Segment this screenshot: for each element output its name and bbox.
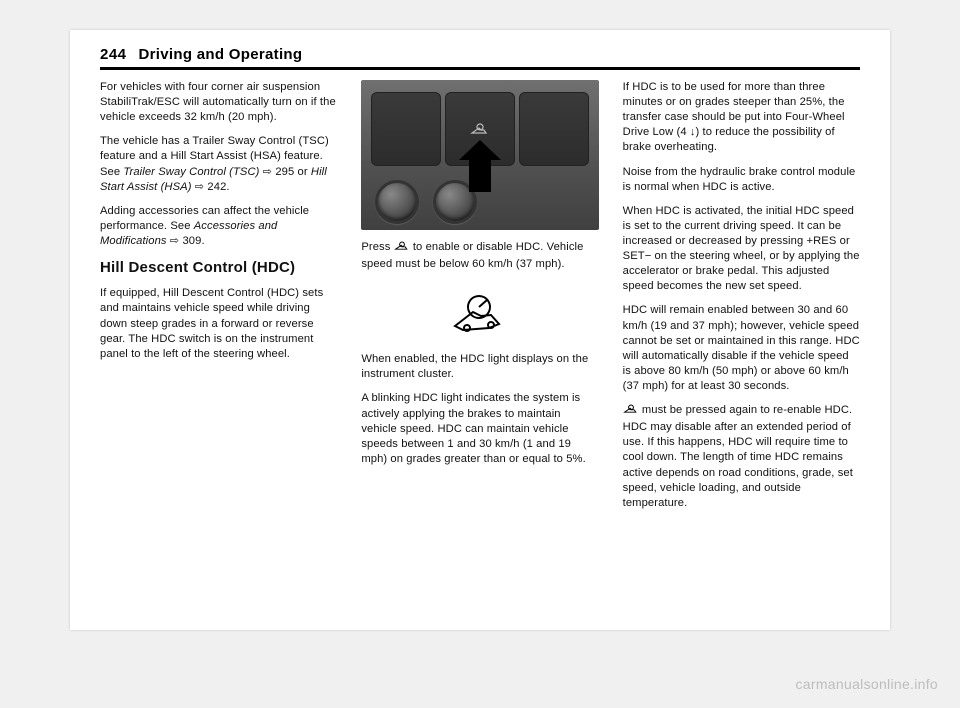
hdc-indicator-illustration: [361, 290, 598, 332]
page-header: 244 Driving and Operating: [100, 46, 860, 70]
pointer-arrow-icon: [469, 158, 491, 192]
page-number: 244: [100, 46, 127, 63]
body-text: For vehicles with four corner air suspen…: [100, 80, 337, 125]
body-text: must be pressed again to re-enable HDC. …: [623, 403, 860, 511]
text-run: .: [226, 181, 229, 193]
cross-reference: Trailer Sway Control (TSC): [123, 166, 259, 178]
column-3: If HDC is to be used for more than three…: [623, 80, 860, 620]
manual-page: 244 Driving and Operating For vehicles w…: [70, 30, 890, 630]
body-text: HDC will remain enabled between 30 and 6…: [623, 303, 860, 394]
page-reference: ⇨ 242: [192, 181, 227, 193]
text-run: .: [201, 235, 204, 247]
watermark-text: carmanualsonline.info: [796, 676, 939, 692]
text-run: Press: [361, 241, 393, 253]
section-title: Driving and Operating: [139, 46, 303, 63]
hdc-inline-icon: [394, 240, 410, 257]
control-panel-photo: [361, 80, 598, 230]
column-2: Press to enable or disable HDC. Vehicle …: [361, 80, 598, 620]
page-reference: ⇨ 295: [259, 166, 294, 178]
panel-button: [519, 92, 589, 166]
hdc-indicator-icon: [449, 290, 511, 332]
hdc-inline-icon: [623, 403, 639, 420]
body-text: If HDC is to be used for more than three…: [623, 80, 860, 156]
body-text: If equipped, Hill Descent Control (HDC) …: [100, 286, 337, 362]
body-text: Press to enable or disable HDC. Vehicle …: [361, 240, 598, 272]
heading-hdc: Hill Descent Control (HDC): [100, 258, 337, 278]
content-columns: For vehicles with four corner air suspen…: [100, 80, 860, 620]
panel-button: [371, 92, 441, 166]
body-text: A blinking HDC light indicates the syste…: [361, 391, 598, 467]
body-text: Adding accessories can affect the vehicl…: [100, 204, 337, 249]
text-run: or: [294, 166, 311, 178]
body-text: Noise from the hydraulic brake control m…: [623, 165, 860, 195]
column-1: For vehicles with four corner air suspen…: [100, 80, 337, 620]
body-text: The vehicle has a Trailer Sway Control (…: [100, 134, 337, 194]
body-text: When enabled, the HDC light displays on …: [361, 352, 598, 382]
text-run: must be pressed again to re-enable HDC. …: [623, 404, 853, 509]
page-reference: ⇨ 309: [167, 235, 202, 247]
control-knob: [375, 180, 419, 224]
body-text: When HDC is activated, the initial HDC s…: [623, 204, 860, 295]
